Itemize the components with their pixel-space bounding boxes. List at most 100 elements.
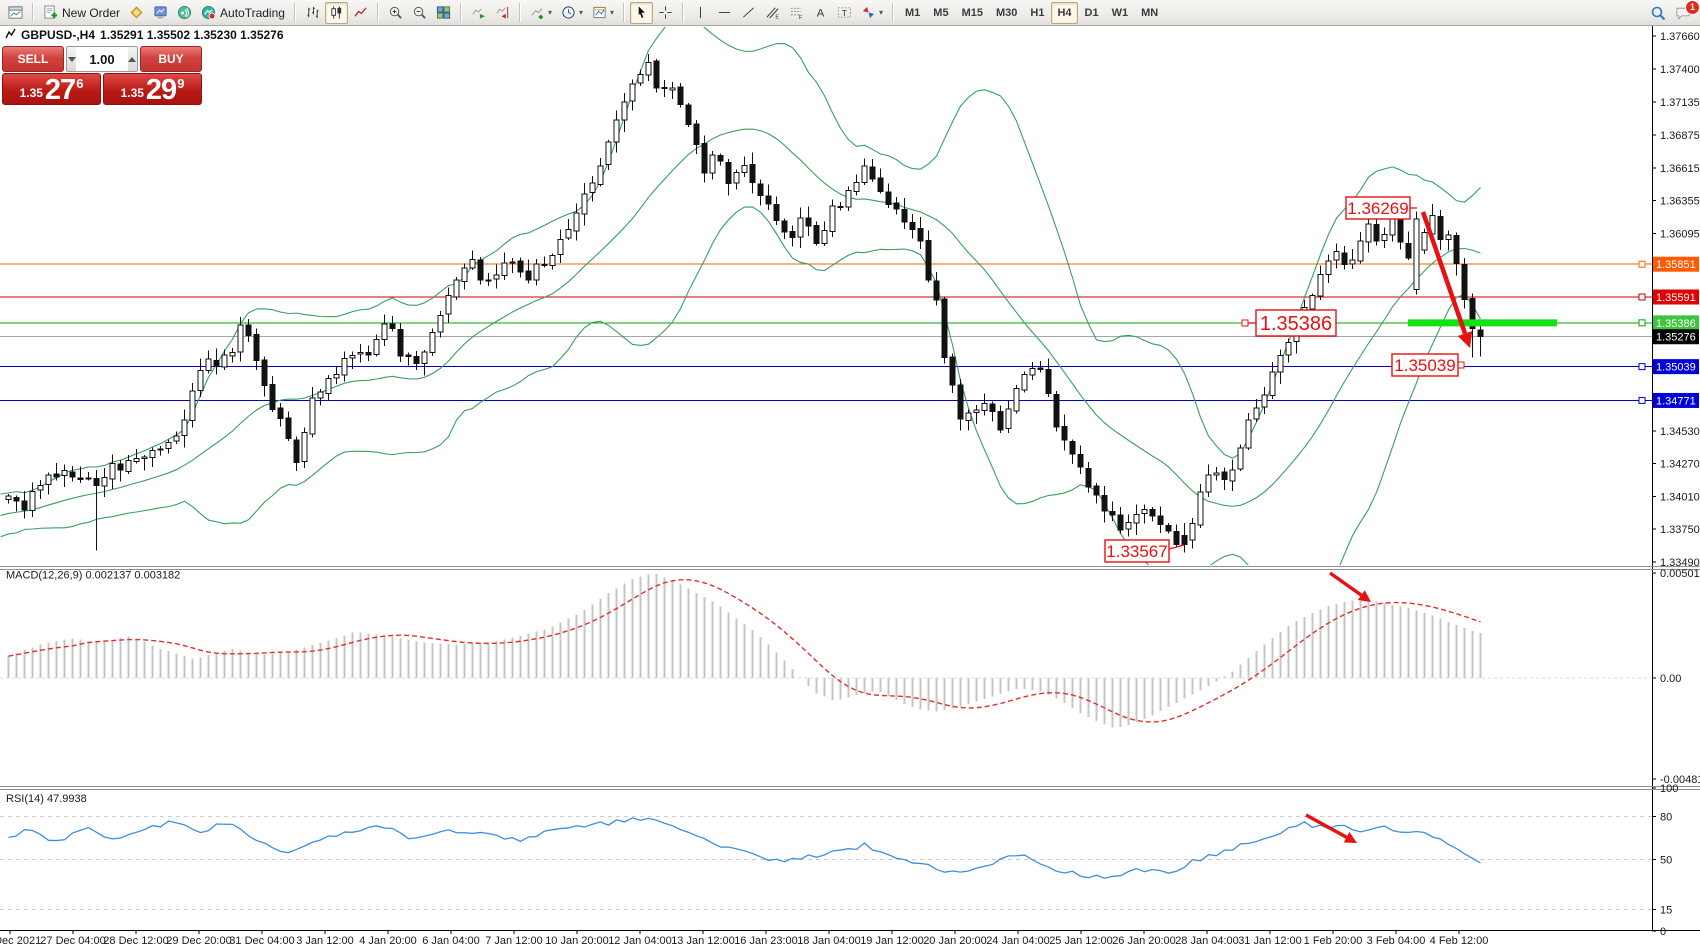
candle-bullish bbox=[573, 212, 580, 232]
zoom-in-button[interactable] bbox=[384, 2, 407, 24]
price-annotation-label: 1.35039 bbox=[1394, 356, 1455, 375]
buy-button[interactable]: BUY bbox=[140, 46, 202, 72]
candle-bullish bbox=[221, 354, 228, 368]
horizontal-line-icon bbox=[717, 5, 732, 20]
toolbar-separator bbox=[892, 3, 895, 22]
rsi-line bbox=[8, 817, 1481, 879]
candle-bearish bbox=[933, 280, 940, 301]
trend-arrow-main[interactable] bbox=[1420, 211, 1473, 348]
indicators-list-button[interactable]: ▾ bbox=[526, 2, 556, 24]
annotation-anchor[interactable] bbox=[1457, 361, 1465, 369]
trend-arrow-rsi[interactable] bbox=[1305, 813, 1357, 843]
line-chart-mode-button[interactable] bbox=[349, 2, 372, 24]
candlestick-mode-button[interactable] bbox=[324, 1, 348, 24]
annotations[interactable]: 1.36269 1.35386 1.35039 1.33567 bbox=[1104, 196, 1473, 843]
metaeditor-button[interactable] bbox=[125, 2, 148, 24]
candle-bearish bbox=[1181, 535, 1188, 545]
level-line-handle[interactable] bbox=[1638, 319, 1646, 327]
price-annotation-box[interactable] bbox=[1104, 539, 1170, 563]
candle-bullish bbox=[421, 351, 428, 364]
price-annotation-box[interactable] bbox=[1255, 309, 1337, 337]
auto-scroll-button[interactable] bbox=[467, 2, 490, 24]
timeframe-h4-button[interactable]: H4 bbox=[1051, 1, 1078, 24]
annotation-leader bbox=[1168, 544, 1185, 550]
annotation-anchor[interactable] bbox=[1241, 319, 1249, 327]
metaeditor-icon bbox=[129, 5, 144, 20]
bar-chart-mode-button[interactable] bbox=[301, 2, 324, 24]
timeframe-mn-button[interactable]: MN bbox=[1135, 2, 1164, 24]
crosshair-button[interactable] bbox=[654, 2, 677, 24]
fibonacci-button[interactable]: F bbox=[785, 2, 808, 24]
volume-decrease-button[interactable] bbox=[67, 47, 77, 71]
level-line-handle[interactable] bbox=[1638, 293, 1646, 301]
price-annotation-box[interactable] bbox=[1345, 196, 1411, 220]
zoom-out-button[interactable] bbox=[408, 2, 431, 24]
timeframe-m5-button[interactable]: M5 bbox=[927, 2, 954, 24]
time-axis-label: 12 Jan 04:00 bbox=[608, 935, 672, 947]
horizontal-line-button[interactable] bbox=[713, 2, 736, 24]
new-order-button[interactable]: New Order bbox=[39, 2, 124, 24]
volume-input[interactable] bbox=[76, 47, 128, 71]
autotrading-button[interactable]: AutoTrading bbox=[197, 2, 289, 24]
candle-bullish bbox=[5, 495, 12, 500]
trend-arrow-macd[interactable] bbox=[1328, 571, 1371, 602]
level-line-handle[interactable] bbox=[1638, 363, 1646, 371]
candle-bearish bbox=[653, 60, 660, 89]
market-watch-button[interactable] bbox=[149, 2, 172, 24]
auto-scroll-icon bbox=[471, 5, 486, 20]
chart-window-icon bbox=[8, 5, 23, 20]
signals-button[interactable] bbox=[173, 2, 196, 24]
candle-bearish bbox=[389, 323, 396, 330]
arrows-button[interactable]: ▾ bbox=[857, 2, 887, 24]
timeframe-m30-button[interactable]: M30 bbox=[990, 2, 1023, 24]
templates-button[interactable]: ▾ bbox=[588, 2, 618, 24]
equidistant-channel-button[interactable]: E bbox=[761, 2, 784, 24]
candle-bearish bbox=[989, 403, 996, 413]
time-axis-label: 23 Dec 2021 bbox=[0, 935, 41, 947]
new-order-icon bbox=[43, 5, 58, 20]
cursor-icon bbox=[634, 5, 649, 20]
notifications-button[interactable]: 1 bbox=[1671, 0, 1700, 24]
timeframe-m1-button[interactable]: M1 bbox=[899, 2, 926, 24]
arrows-icon bbox=[861, 5, 876, 20]
candle-bullish bbox=[101, 476, 108, 487]
candle-bullish bbox=[317, 391, 324, 399]
text-button[interactable]: A bbox=[809, 2, 832, 24]
candle-bullish bbox=[333, 374, 340, 379]
price-chip bbox=[1653, 256, 1699, 272]
cursor-button[interactable] bbox=[630, 1, 653, 24]
trendline-button[interactable] bbox=[737, 2, 760, 24]
candle-bullish bbox=[1029, 367, 1036, 376]
tile-windows-button[interactable] bbox=[432, 2, 455, 24]
candle-bearish bbox=[253, 333, 260, 362]
level-line-handle[interactable] bbox=[1638, 260, 1646, 268]
chevron-down-icon: ▾ bbox=[609, 8, 614, 17]
candle-bearish bbox=[837, 205, 844, 209]
sell-price-display[interactable]: 1.35 27 6 bbox=[2, 73, 101, 105]
candle-bearish bbox=[957, 384, 964, 420]
timeframe-d1-button[interactable]: D1 bbox=[1079, 2, 1105, 24]
candle-bearish bbox=[877, 177, 884, 192]
buy-price-display[interactable]: 1.35 29 9 bbox=[103, 73, 202, 105]
timeframe-m15-button[interactable]: M15 bbox=[956, 2, 989, 24]
support-zone-highlight[interactable] bbox=[1408, 319, 1557, 327]
volume-increase-button[interactable] bbox=[127, 47, 137, 71]
horizontal-level-lines bbox=[0, 260, 1652, 404]
chart-window-button[interactable] bbox=[4, 2, 27, 24]
search-button[interactable] bbox=[1646, 2, 1670, 24]
time-axis-label: 24 Jan 04:00 bbox=[986, 935, 1050, 947]
timeframe-h1-button[interactable]: H1 bbox=[1024, 2, 1050, 24]
candle-bearish bbox=[661, 86, 668, 89]
text-label-icon: T bbox=[837, 5, 852, 20]
periods-button[interactable]: ▾ bbox=[557, 2, 587, 24]
level-line-handle[interactable] bbox=[1638, 396, 1646, 404]
price-annotation-box[interactable] bbox=[1391, 353, 1459, 377]
candle-bullish bbox=[1261, 394, 1268, 408]
text-label-button[interactable]: T bbox=[833, 2, 856, 24]
candle-bearish bbox=[1173, 531, 1180, 545]
chart-shift-button[interactable] bbox=[491, 2, 514, 24]
candle-bearish bbox=[997, 410, 1004, 431]
timeframe-w1-button[interactable]: W1 bbox=[1106, 2, 1135, 24]
vertical-line-button[interactable] bbox=[689, 2, 712, 24]
sell-button[interactable]: SELL bbox=[2, 46, 64, 72]
